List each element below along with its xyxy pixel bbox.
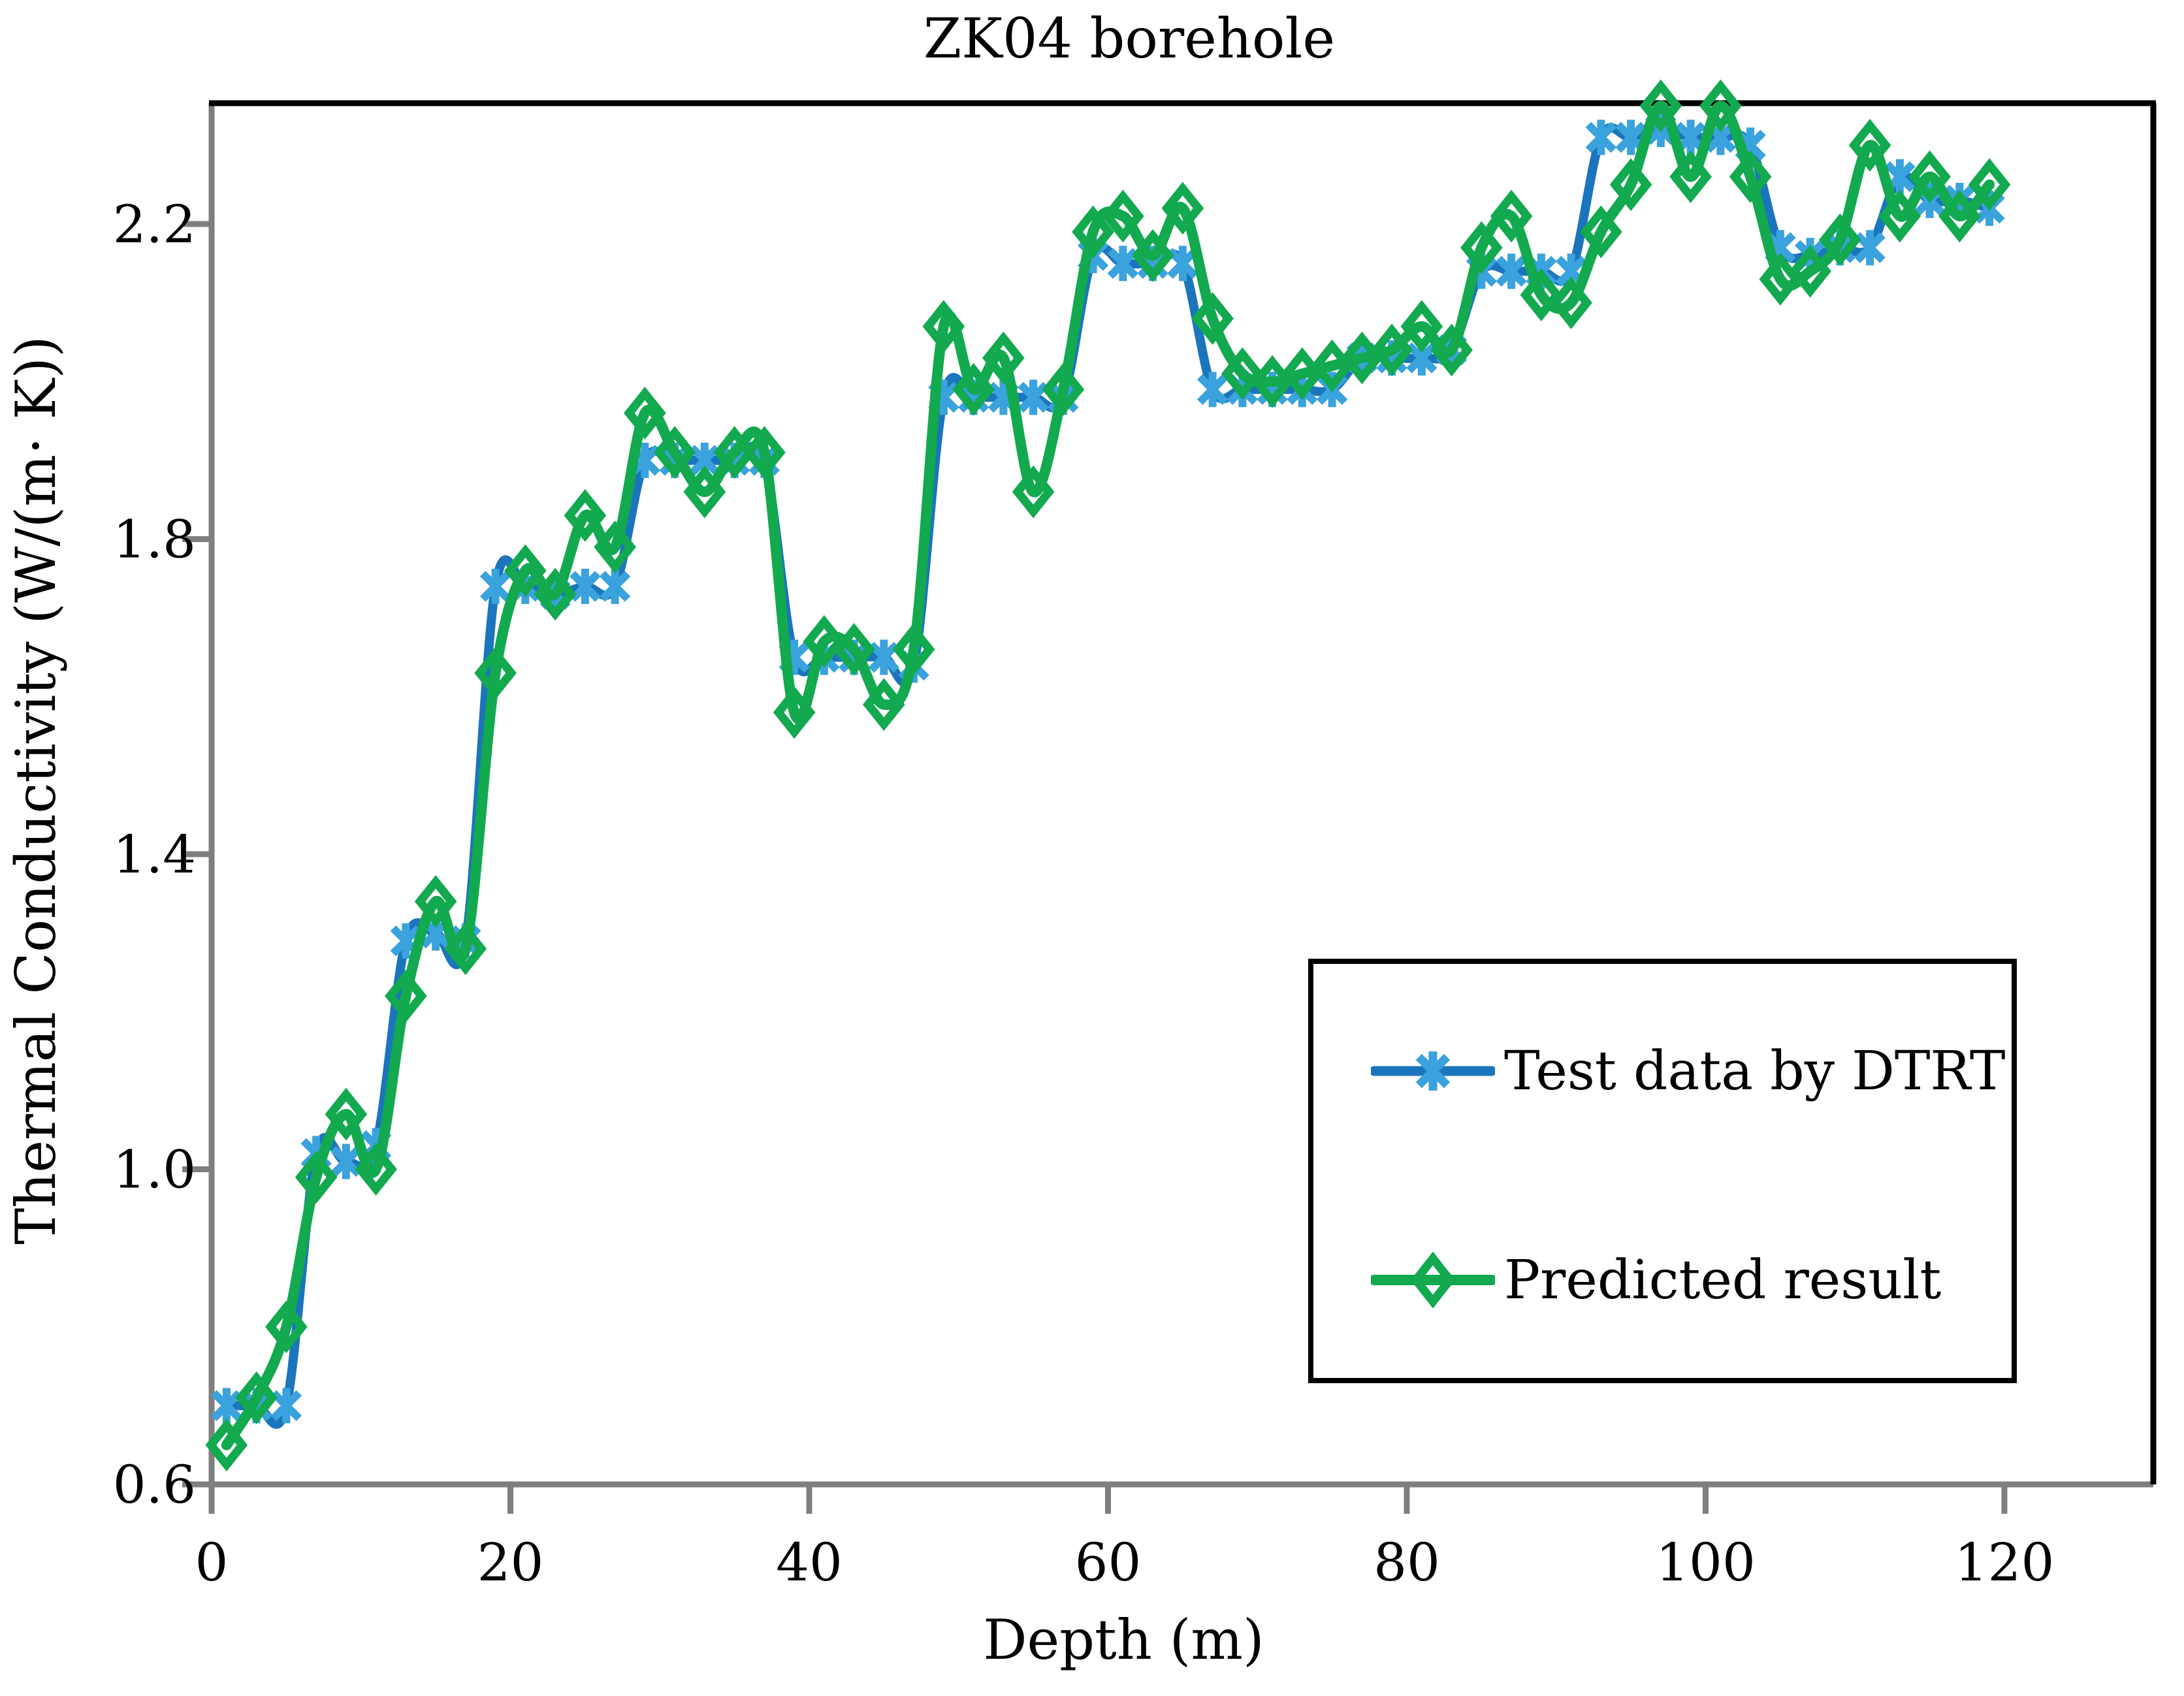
chart-title: ZK04 borehole bbox=[923, 7, 1336, 71]
y-tick-label: 0.6 bbox=[113, 1454, 196, 1515]
y-tick-label: 1.8 bbox=[113, 509, 196, 570]
diamond-icon bbox=[1371, 1251, 1495, 1309]
x-axis-title: Depth (m) bbox=[983, 1608, 1264, 1672]
x-tick-label: 80 bbox=[1373, 1532, 1440, 1593]
series-predicted-result-line bbox=[221, 101, 1995, 1450]
asterisk-icon bbox=[1371, 1051, 1495, 1091]
x-tick-label: 120 bbox=[1955, 1532, 2055, 1593]
x-tick-label: 0 bbox=[195, 1532, 229, 1593]
legend-item-predicted: Predicted result bbox=[1371, 1242, 1941, 1318]
x-tick-label: 60 bbox=[1075, 1532, 1142, 1593]
legend-label-test-data: Test data by DTRT bbox=[1504, 1040, 2006, 1102]
y-tick-label: 1.0 bbox=[113, 1140, 196, 1200]
legend: Test data by DTRT Predicted result bbox=[1308, 959, 2017, 1383]
x-tick-label: 20 bbox=[477, 1532, 544, 1593]
x-tick-label: 100 bbox=[1656, 1532, 1756, 1593]
series-predicted-result-markers bbox=[205, 79, 2011, 1472]
legend-item-test-data: Test data by DTRT bbox=[1371, 1033, 2006, 1109]
x-tick-label: 40 bbox=[776, 1532, 843, 1593]
y-tick-label: 1.4 bbox=[113, 824, 196, 885]
y-tick-label: 2.2 bbox=[113, 194, 196, 255]
legend-label-predicted: Predicted result bbox=[1504, 1249, 1942, 1311]
y-axis-title: Thermal Conductivity (W/(m· K)) bbox=[4, 336, 68, 1245]
